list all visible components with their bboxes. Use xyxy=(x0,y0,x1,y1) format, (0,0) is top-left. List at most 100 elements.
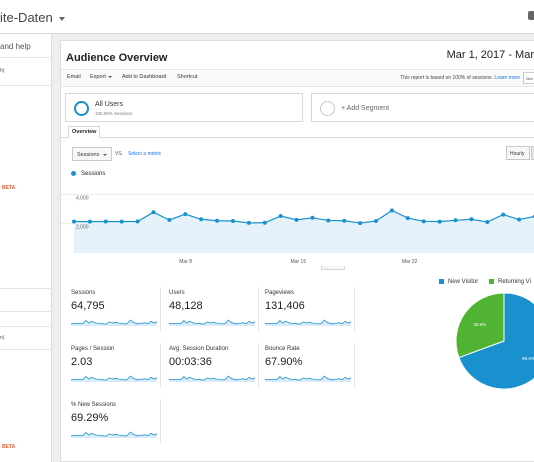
data-point[interactable] xyxy=(199,217,204,222)
data-point[interactable] xyxy=(294,217,299,222)
data-point[interactable] xyxy=(389,208,394,213)
sampling-note: This report is based on 100% of sessions… xyxy=(400,75,520,81)
y-tick-label: 2,000 xyxy=(76,225,89,231)
sidebar-item-realtime[interactable]: h) xyxy=(0,58,52,86)
sparkline-line xyxy=(71,431,157,437)
sidebar: and help h) BETA n) BETA xyxy=(0,34,52,462)
data-point[interactable] xyxy=(119,219,124,224)
data-point[interactable] xyxy=(230,219,235,224)
metric-label: % New Sessions xyxy=(71,402,117,408)
metric-dropdown[interactable]: Sessions xyxy=(72,147,112,161)
data-point[interactable] xyxy=(278,214,283,219)
data-point[interactable] xyxy=(246,220,251,225)
tab-overview[interactable]: Overview xyxy=(68,126,101,139)
metric-value: 64,795 xyxy=(71,300,105,312)
sessions-line-chart[interactable]: 4,000 2,000 Mar 8 Mar 15 Mar 22 xyxy=(61,181,534,267)
legend-label: Sessions xyxy=(81,171,106,178)
pie-slice[interactable] xyxy=(458,293,534,390)
data-point[interactable] xyxy=(517,217,522,222)
select-metric-link[interactable]: Select a metric xyxy=(128,151,162,157)
pie-slice[interactable] xyxy=(455,293,505,359)
data-point[interactable] xyxy=(358,221,363,226)
beta-badge: BETA xyxy=(2,185,16,191)
property-selector[interactable]: ite-Daten xyxy=(0,10,65,25)
chevron-down-icon xyxy=(107,75,112,78)
x-tick-label: Mar 22 xyxy=(402,259,418,265)
sidebar-item-section[interactable] xyxy=(0,288,52,312)
sparkline-line xyxy=(71,375,157,381)
data-point[interactable] xyxy=(262,220,267,225)
data-point[interactable] xyxy=(72,219,76,224)
y-tick-label: 4,000 xyxy=(76,195,89,201)
data-point[interactable] xyxy=(421,219,426,224)
legend-dot-icon xyxy=(71,171,76,176)
series-area xyxy=(74,210,534,253)
email-button[interactable]: Email xyxy=(67,74,81,80)
data-point[interactable] xyxy=(405,216,410,221)
metric-value: 69.29% xyxy=(71,412,109,424)
data-point[interactable] xyxy=(342,218,347,223)
metric-tile-pages-per-session[interactable]: Pages / Session 2.03 xyxy=(71,343,161,387)
data-point[interactable] xyxy=(167,218,172,222)
metric-tile-new-sessions[interactable]: % New Sessions 69.29% xyxy=(71,399,161,443)
property-name: ite-Daten xyxy=(0,10,53,25)
metric-value: 48,128 xyxy=(169,300,203,312)
learn-more-link[interactable]: Learn more xyxy=(494,75,520,81)
data-point[interactable] xyxy=(135,219,140,224)
pie-legend-returning: Returning Vi xyxy=(489,279,531,285)
segment-all-users[interactable]: All Users 100.00% Sessions xyxy=(65,93,303,122)
series-line xyxy=(73,209,534,224)
metric-label: Pages / Session xyxy=(71,346,115,352)
data-point[interactable] xyxy=(151,210,156,215)
metric-tile-bounce-rate[interactable]: Bounce Rate 67.90% xyxy=(265,343,355,387)
pie-slice-label: 69.4% xyxy=(522,356,534,361)
metric-tile-users[interactable]: Users 48,128 xyxy=(169,287,259,331)
metric-tile-pageviews[interactable]: Pageviews 131,406 xyxy=(265,287,355,331)
data-point[interactable] xyxy=(183,212,188,217)
beta-badge: BETA xyxy=(2,444,16,450)
add-to-dashboard-button[interactable]: Add to Dashboard xyxy=(122,74,167,80)
metric-tile-avg-session-duration[interactable]: Avg. Session Duration 00:03:36 xyxy=(169,343,259,387)
x-tick-label: Mar 8 xyxy=(179,259,192,265)
metric-label: Pageviews xyxy=(265,290,295,296)
sidebar-item-help[interactable]: and help xyxy=(0,34,52,58)
granularity-button[interactable]: Gre xyxy=(523,72,534,84)
notification-icon[interactable] xyxy=(528,11,534,20)
shortcut-button[interactable]: Shortcut xyxy=(177,74,198,80)
report-toolbar: Email Export Add to Dashboard Shortcut T… xyxy=(61,69,534,87)
data-point[interactable] xyxy=(215,218,220,223)
data-point[interactable] xyxy=(485,220,490,225)
metric-value: 131,406 xyxy=(265,300,305,312)
data-point[interactable] xyxy=(469,217,474,222)
data-point[interactable] xyxy=(374,219,379,224)
metric-label: Avg. Session Duration xyxy=(169,346,229,352)
add-segment-label: + Add Segment xyxy=(341,105,390,112)
top-bar: ite-Daten xyxy=(0,0,534,34)
sidebar-item-discover[interactable]: n) xyxy=(0,326,52,350)
metric-label: Bounce Rate xyxy=(265,346,300,352)
export-button[interactable]: Export xyxy=(90,74,112,80)
add-segment-button[interactable]: + Add Segment xyxy=(311,93,534,122)
daily-button[interactable] xyxy=(531,146,534,160)
date-range-picker[interactable]: Mar 1, 2017 - Mar xyxy=(446,49,534,61)
visitor-type-pie-chart[interactable]: 69.4% 30.6% xyxy=(449,293,534,393)
sparkline-line xyxy=(265,319,351,325)
data-point[interactable] xyxy=(453,218,458,223)
sparkline xyxy=(169,319,255,326)
data-point[interactable] xyxy=(103,219,108,224)
metric-tile-sessions[interactable]: Sessions 64,795 xyxy=(71,287,161,331)
sparkline xyxy=(71,375,157,382)
data-point[interactable] xyxy=(310,215,315,220)
data-point[interactable] xyxy=(437,219,442,224)
data-point[interactable] xyxy=(87,219,92,224)
pie-legend-label: Returning Vi xyxy=(498,279,531,286)
data-point[interactable] xyxy=(501,212,506,217)
pie-legend-new: New Visitor xyxy=(439,279,478,285)
hourly-button[interactable]: Hourly xyxy=(506,146,530,160)
sparkline-line xyxy=(169,375,255,381)
sparkline xyxy=(71,431,157,438)
report-tabs: Overview xyxy=(61,126,534,139)
data-point[interactable] xyxy=(326,218,331,223)
chart-resize-handle[interactable] xyxy=(321,266,345,270)
pie-slice-label: 30.6% xyxy=(473,322,486,327)
